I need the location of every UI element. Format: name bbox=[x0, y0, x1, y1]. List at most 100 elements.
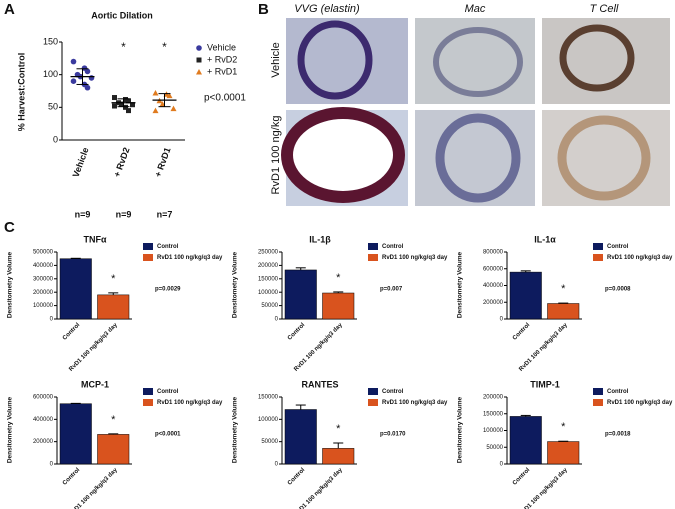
legend-swatch bbox=[593, 399, 603, 406]
p-value: p=0.0018 bbox=[605, 432, 631, 438]
x-tick-label: Control bbox=[287, 467, 307, 487]
y-tick-label: 150000 bbox=[483, 411, 504, 417]
row-label: Vehicle bbox=[270, 42, 282, 77]
chart-title: IL-1β bbox=[309, 234, 331, 244]
legend-label: RvD1 100 ng/kg/q3 day bbox=[382, 400, 448, 406]
y-axis-label: Densitometry Volume bbox=[7, 251, 14, 318]
y-tick-label: 100000 bbox=[483, 428, 504, 434]
y-tick-label: 0 bbox=[50, 462, 54, 468]
legend-swatch bbox=[143, 399, 153, 406]
bar bbox=[97, 294, 130, 320]
y-tick-label: 100 bbox=[43, 69, 58, 79]
legend-label: RvD1 100 ng/kg/q3 day bbox=[157, 400, 223, 406]
legend-label: Control bbox=[607, 244, 629, 250]
histology-panel: VVG (elastin) Mac T Cell Vehicle RvD1 10… bbox=[270, 3, 670, 206]
y-tick-label: 50000 bbox=[486, 445, 503, 451]
x-tick-label: Control bbox=[62, 322, 82, 342]
y-tick-label: 300000 bbox=[33, 276, 54, 282]
x-tick-label: Control bbox=[62, 467, 82, 487]
chart-title: TNFα bbox=[83, 234, 106, 244]
y-tick-label: 400000 bbox=[33, 417, 54, 423]
bar bbox=[97, 434, 130, 465]
chart-title: IL-1α bbox=[534, 234, 556, 244]
legend-swatch bbox=[368, 254, 378, 261]
legend-marker bbox=[196, 69, 202, 75]
bar bbox=[284, 409, 317, 465]
n-label: n=9 bbox=[75, 209, 91, 219]
data-point bbox=[88, 75, 95, 81]
y-tick-label: 150 bbox=[43, 36, 58, 46]
legend-label: RvD1 100 ng/kg/q3 day bbox=[157, 255, 223, 261]
vessel bbox=[281, 107, 405, 203]
significance: * bbox=[121, 40, 126, 54]
y-tick-label: 100000 bbox=[258, 290, 279, 296]
p-value: p=0.007 bbox=[380, 287, 403, 293]
legend-label: + RvD1 bbox=[207, 66, 237, 76]
legend-label: Control bbox=[157, 244, 179, 250]
legend-marker bbox=[196, 45, 202, 51]
chart-title: Aortic Dilation bbox=[91, 10, 153, 20]
y-tick-label: 50000 bbox=[261, 439, 278, 445]
y-tick-label: 800000 bbox=[483, 250, 504, 256]
row-label: RvD1 100 ng/kg bbox=[270, 116, 282, 195]
y-tick-label: 0 bbox=[500, 462, 504, 468]
legend-swatch bbox=[368, 243, 378, 250]
y-tick-label: 400000 bbox=[483, 283, 504, 289]
significance: * bbox=[111, 273, 116, 285]
legend-swatch bbox=[368, 388, 378, 395]
p-value: p<0.0001 bbox=[204, 93, 246, 104]
histology-image bbox=[286, 18, 408, 104]
legend-label: + RvD2 bbox=[207, 54, 237, 64]
y-tick-label: 500000 bbox=[33, 250, 54, 256]
chart-title: RANTES bbox=[301, 379, 338, 389]
y-tick-label: 0 bbox=[275, 317, 279, 323]
y-tick-label: 200000 bbox=[33, 439, 54, 445]
data-point bbox=[130, 102, 135, 108]
legend-swatch bbox=[143, 388, 153, 395]
data-point bbox=[152, 107, 159, 114]
y-axis-label: Densitometry Volume bbox=[232, 251, 239, 318]
y-tick-label: 150000 bbox=[258, 276, 279, 282]
x-tick-label: Control bbox=[287, 322, 307, 342]
legend-label: Control bbox=[382, 389, 404, 395]
y-tick-label: 200000 bbox=[33, 290, 54, 296]
data-point bbox=[170, 105, 177, 112]
y-axis-label: Densitometry Volume bbox=[7, 396, 14, 463]
y-tick-label: 600000 bbox=[483, 266, 504, 272]
significance: * bbox=[561, 421, 566, 433]
data-point bbox=[70, 78, 77, 84]
data-point bbox=[70, 58, 77, 65]
y-tick-label: 0 bbox=[275, 462, 279, 468]
panel-label: A bbox=[4, 1, 15, 18]
n-label: n=7 bbox=[157, 209, 173, 219]
bar bbox=[59, 258, 92, 320]
bar bbox=[547, 441, 580, 465]
legend-marker bbox=[196, 57, 202, 63]
y-tick-label: 0 bbox=[50, 317, 54, 323]
x-tick-label: Vehicle bbox=[71, 146, 91, 179]
data-point bbox=[123, 96, 128, 102]
y-tick-label: 400000 bbox=[33, 263, 54, 269]
legend-swatch bbox=[593, 388, 603, 395]
significance: * bbox=[162, 40, 167, 54]
data-point bbox=[152, 89, 159, 96]
n-label: n=9 bbox=[116, 209, 132, 219]
vessel bbox=[297, 20, 373, 100]
legend-label: RvD1 100 ng/kg/q3 day bbox=[607, 400, 673, 406]
legend-swatch bbox=[368, 399, 378, 406]
y-axis-label: Densitometry Volume bbox=[457, 396, 464, 463]
legend-swatch bbox=[593, 254, 603, 261]
legend-label: Vehicle bbox=[207, 42, 236, 52]
y-tick-label: 150000 bbox=[258, 395, 279, 401]
column-label: VVG (elastin) bbox=[294, 3, 360, 15]
legend-swatch bbox=[593, 243, 603, 250]
y-tick-label: 200000 bbox=[483, 395, 504, 401]
chart-title: MCP-1 bbox=[81, 379, 109, 389]
y-axis-label: Densitometry Volume bbox=[232, 396, 239, 463]
p-value: p<0.0001 bbox=[155, 432, 181, 438]
y-tick-label: 0 bbox=[53, 134, 58, 144]
data-point bbox=[126, 98, 131, 104]
bar bbox=[547, 303, 580, 320]
y-tick-label: 100000 bbox=[33, 303, 54, 309]
bar bbox=[509, 271, 542, 320]
